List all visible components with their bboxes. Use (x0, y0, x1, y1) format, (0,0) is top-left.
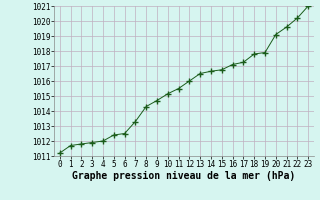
X-axis label: Graphe pression niveau de la mer (hPa): Graphe pression niveau de la mer (hPa) (72, 171, 296, 181)
